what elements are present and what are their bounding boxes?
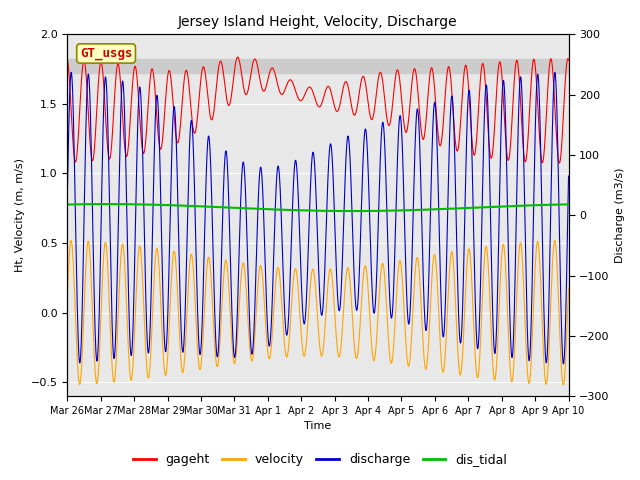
Y-axis label: Discharge (m3/s): Discharge (m3/s) (615, 168, 625, 263)
Bar (67, 60, 568, 73)
Y-axis label: Ht, Velocity (m, m/s): Ht, Velocity (m, m/s) (15, 158, 25, 272)
Title: Jersey Island Height, Velocity, Discharge: Jersey Island Height, Velocity, Discharg… (178, 15, 458, 29)
X-axis label: Time: Time (304, 421, 332, 432)
Legend: gageht, velocity, discharge, dis_tidal: gageht, velocity, discharge, dis_tidal (128, 448, 512, 471)
Text: GT_usgs: GT_usgs (80, 47, 132, 60)
